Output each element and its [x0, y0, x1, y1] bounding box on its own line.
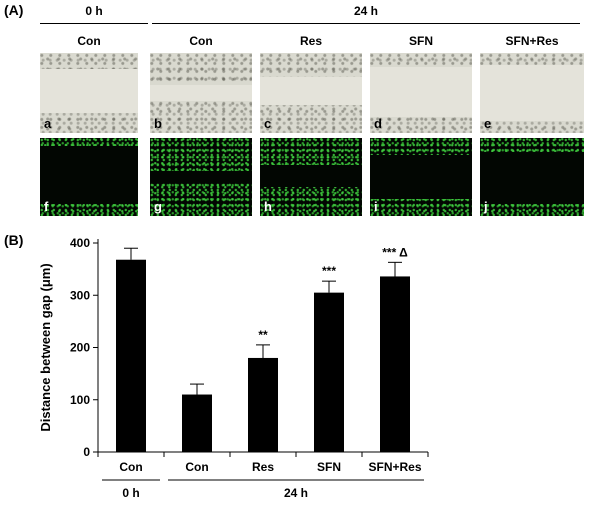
x-tick-label: SFN: [317, 460, 341, 474]
time-rule-24h: [152, 23, 580, 24]
wound-gap: [370, 67, 472, 117]
x-tick-label: SFN+Res: [368, 460, 421, 474]
time-label-24h: 24 h: [353, 4, 378, 18]
image-letter-f: f: [44, 199, 49, 214]
brightfield-image-a: a: [40, 53, 138, 133]
time-label-0h: 0 h: [85, 4, 103, 18]
y-tick-label: 300: [70, 288, 90, 302]
significance-label: *** Δ: [382, 245, 408, 259]
fluorescence-image-f: f: [40, 138, 138, 216]
wound-gap: [480, 65, 584, 121]
column-label-sfn-res: SFN+Res: [505, 34, 559, 48]
group-label: 24 h: [284, 486, 308, 500]
image-letter-c: c: [264, 116, 272, 131]
wound-gap: [370, 155, 472, 199]
column-label-con-0h: Con: [77, 34, 101, 48]
panel-b-tag: (B): [4, 232, 24, 248]
group-label: 0 h: [122, 486, 139, 500]
image-letter-d: d: [374, 116, 382, 131]
brightfield-image-c: c: [260, 53, 362, 133]
x-tick-label: Con: [119, 460, 142, 474]
time-rule-0h: [40, 23, 148, 24]
image-letter-e: e: [484, 116, 492, 131]
y-tick-label: 200: [70, 341, 90, 355]
fluorescence-image-h: h: [260, 138, 362, 216]
bar: [116, 259, 146, 452]
y-tick-label: 0: [83, 445, 90, 459]
image-letter-a: a: [44, 116, 52, 131]
panel-a-tag: (A): [4, 2, 24, 18]
image-letter-h: h: [264, 199, 272, 214]
image-letter-b: b: [154, 116, 162, 131]
bar: [380, 276, 410, 452]
y-axis-label: Distance between gap (μm): [38, 263, 53, 431]
y-tick-label: 400: [70, 236, 90, 250]
fluorescence-image-j: j: [480, 138, 584, 216]
wound-gap: [40, 69, 138, 113]
bar: [182, 394, 212, 452]
image-letter-j: j: [484, 199, 488, 214]
column-label-con-24h: Con: [189, 34, 213, 48]
significance-label: **: [258, 328, 268, 342]
bar: [248, 357, 278, 452]
y-tick-label: 100: [70, 393, 90, 407]
significance-label: ***: [322, 264, 336, 278]
fluorescence-image-g: g: [150, 138, 252, 216]
brightfield-image-e: e: [480, 53, 584, 133]
brightfield-image-d: d: [370, 53, 472, 133]
wound-gap: [260, 77, 362, 105]
column-label-res: Res: [299, 34, 322, 48]
wound-gap: [150, 170, 252, 184]
fluorescence-image-i: i: [370, 138, 472, 216]
image-letter-i: i: [374, 199, 378, 214]
wound-gap: [150, 85, 252, 101]
image-letter-g: g: [154, 199, 162, 214]
column-label-sfn: SFN: [409, 34, 433, 48]
wound-gap: [480, 152, 584, 204]
bar: [314, 292, 344, 452]
brightfield-image-b: b: [150, 53, 252, 133]
x-tick-label: Con: [185, 460, 208, 474]
wound-gap: [260, 165, 362, 188]
wound-gap: [40, 145, 138, 205]
x-tick-label: Res: [252, 460, 274, 474]
